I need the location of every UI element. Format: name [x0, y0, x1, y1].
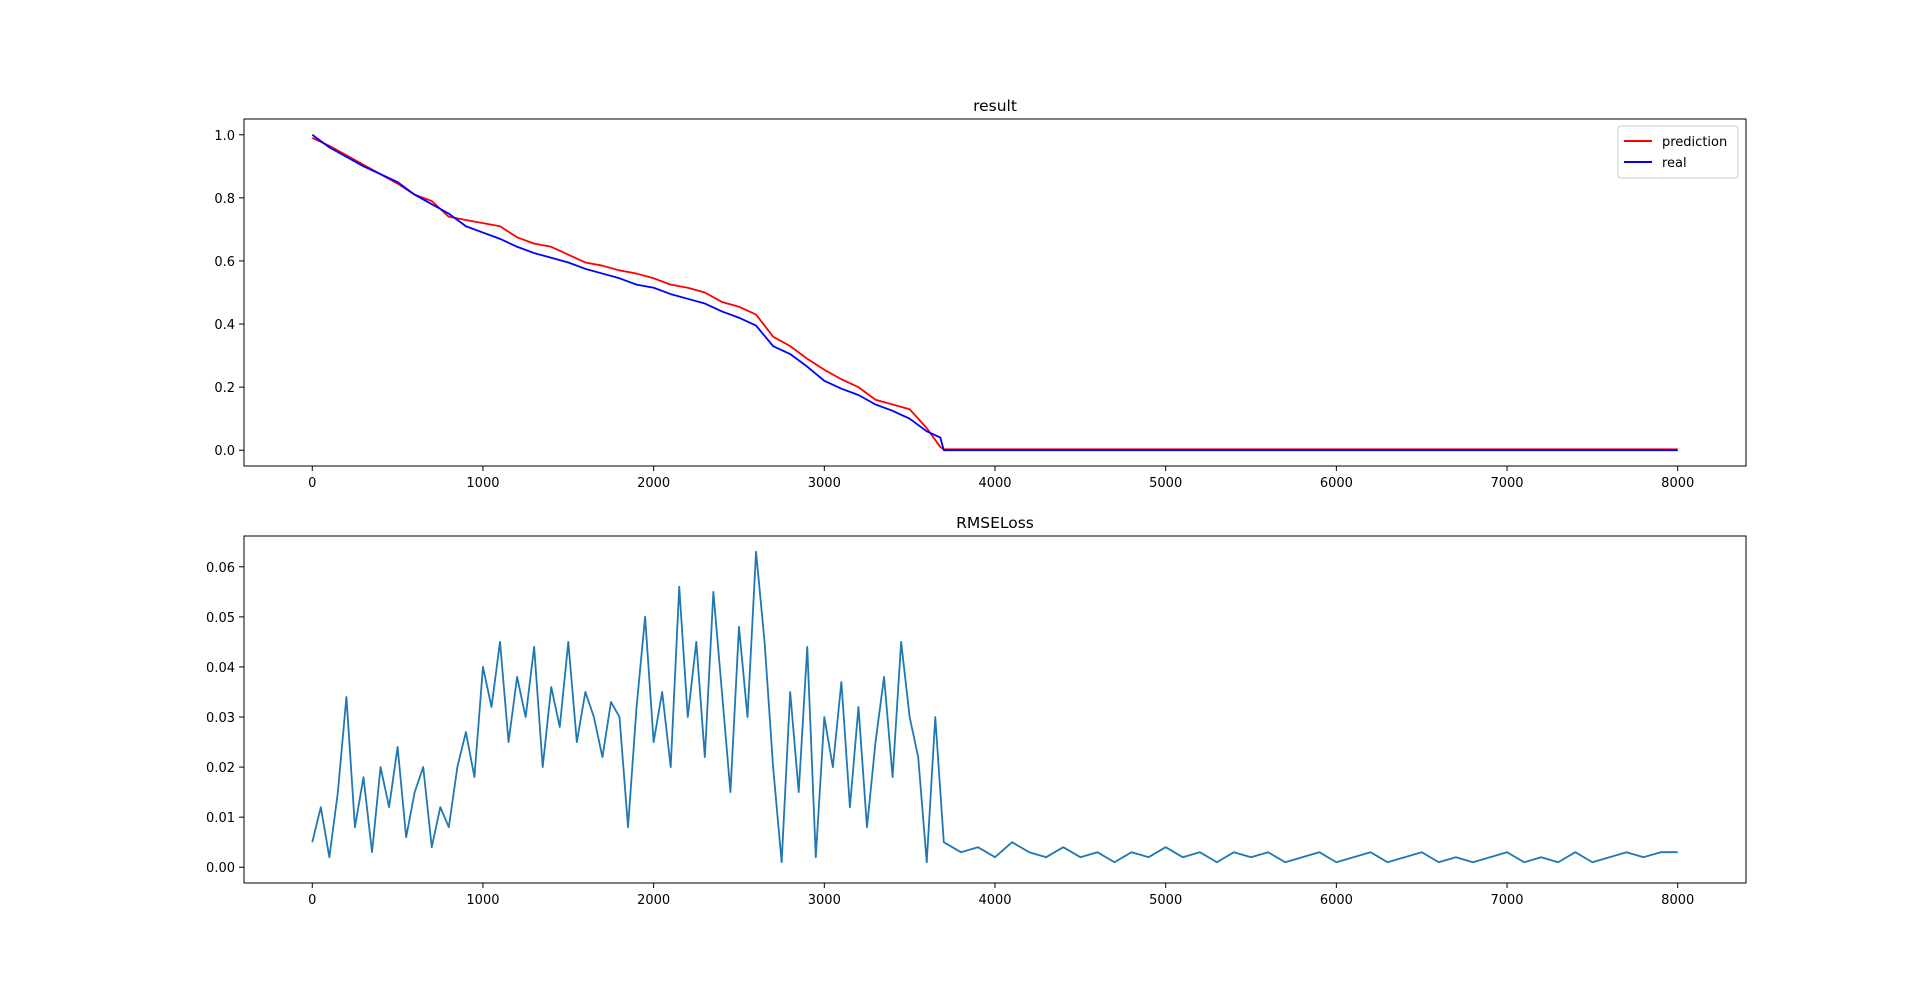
y-tick-label: 0.0 [214, 444, 235, 459]
y-tick-label: 0.06 [206, 561, 235, 576]
plot-frame [243, 535, 1747, 884]
plot-frame [243, 118, 1747, 467]
x-tick-label: 4000 [978, 893, 1011, 908]
x-tick-label: 0 [308, 476, 316, 491]
x-tick-label: 5000 [1149, 476, 1182, 491]
x-tick-label: 7000 [1490, 893, 1523, 908]
x-tick-label: 1000 [466, 476, 499, 491]
y-tick-label: 0.03 [206, 711, 235, 726]
y-tick-label: 0.4 [214, 318, 235, 333]
x-tick-label: 8000 [1661, 476, 1694, 491]
x-tick-label: 2000 [637, 476, 670, 491]
data-line [311, 137, 1678, 451]
x-tick-label: 2000 [637, 893, 670, 908]
x-tick-label: 6000 [1320, 893, 1353, 908]
x-tick-label: 4000 [978, 476, 1011, 491]
x-tick-label: 6000 [1320, 476, 1353, 491]
data-line [311, 550, 1678, 864]
x-tick-label: 5000 [1149, 893, 1182, 908]
y-tick-label: 0.01 [206, 811, 235, 826]
x-tick-label: 7000 [1490, 476, 1523, 491]
chart-title: RMSELoss [956, 514, 1034, 532]
x-tick-label: 0 [308, 893, 316, 908]
y-tick-label: 0.8 [214, 192, 235, 207]
data-line [311, 134, 1678, 452]
legend-box [1617, 125, 1739, 179]
legend-label: real [1662, 156, 1687, 171]
y-tick-label: 1.0 [214, 129, 235, 144]
x-tick-label: 8000 [1661, 893, 1694, 908]
x-tick-label: 3000 [808, 893, 841, 908]
legend-label: prediction [1662, 135, 1727, 150]
y-tick-label: 0.2 [214, 381, 235, 396]
y-tick-label: 0.04 [206, 661, 235, 676]
chart-title: result [973, 97, 1017, 115]
legend: prediction real [1617, 125, 1739, 179]
x-tick-label: 1000 [466, 893, 499, 908]
y-tick-label: 0.02 [206, 761, 235, 776]
x-tick-label: 3000 [808, 476, 841, 491]
y-tick-label: 0.05 [206, 611, 235, 626]
y-tick-label: 0.00 [206, 861, 235, 876]
y-tick-label: 0.6 [214, 255, 235, 270]
